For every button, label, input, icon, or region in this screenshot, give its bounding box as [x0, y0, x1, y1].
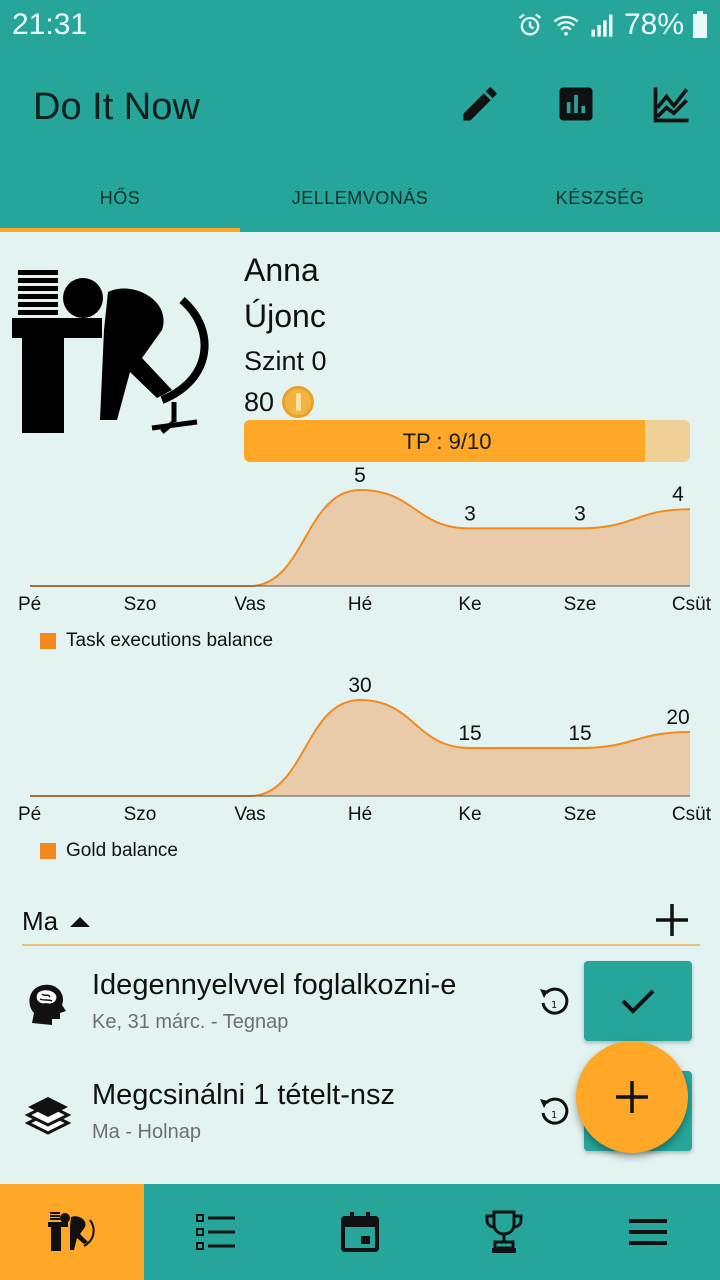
app-title: Do It Now [33, 86, 200, 128]
coin-icon [282, 386, 315, 418]
hero-avatar-icon [12, 270, 209, 434]
chart-legend: Task executions balance [40, 630, 273, 652]
series-area [30, 490, 690, 586]
nav-rewards[interactable] [432, 1184, 576, 1280]
battery-icon [693, 11, 707, 38]
status-icons: 78% [516, 8, 708, 42]
tab-skills[interactable]: KÉSZSÉG [555, 188, 645, 208]
task-item[interactable]: Idegennyelvvel foglalkozni-e Ke, 31 márc… [0, 961, 720, 1071]
hero-info: Anna Újonc Szint 0 80 [244, 248, 327, 422]
bottom-navigation [0, 1184, 720, 1280]
x-tick-label: Csüt [672, 804, 712, 825]
task-subtitle: Ke, 31 márc. - Tegnap [92, 1011, 289, 1033]
sort-up-icon [70, 916, 91, 927]
hero-name: Anna [244, 252, 319, 288]
x-tick-label: Vas [234, 804, 265, 825]
x-tick-label: Sze [564, 594, 597, 615]
today-label: Ma [22, 906, 59, 936]
repeat-icon[interactable]: 1 [536, 983, 572, 1019]
tp-progress-label: TP : 9/10 [402, 429, 492, 454]
x-tick-label: Szo [124, 804, 157, 825]
complete-task-button[interactable] [584, 961, 692, 1041]
data-label: 3 [464, 502, 476, 525]
battery-percent: 78% [623, 8, 684, 41]
hero-rank: Újonc [244, 298, 326, 334]
gold-amount: 80 [244, 387, 275, 417]
books-icon [24, 1097, 72, 1135]
x-tick-label: Szo [124, 594, 157, 615]
x-tick-label: Csüt [672, 594, 712, 615]
data-label: 20 [666, 706, 689, 729]
data-label: 15 [568, 722, 591, 745]
legend-swatch [40, 843, 56, 859]
nav-menu[interactable] [576, 1184, 720, 1280]
task-executions-chart-svg: 5 3 3 4 Pé Szo Vas Hé Ke Sze Csüt [18, 464, 712, 615]
x-tick-label: Ke [458, 804, 481, 825]
tp-progress-fill [244, 420, 646, 462]
add-icon[interactable] [652, 900, 692, 940]
tab-hero[interactable]: HŐS [0, 162, 240, 232]
chart-legend: Gold balance [40, 840, 178, 862]
tab-bar: HŐS JELLEMVONÁS KÉSZSÉG [0, 162, 720, 232]
task-executions-chart: 5 3 3 4 Pé Szo Vas Hé Ke Sze Csüt Task executions … [0, 460, 720, 660]
tab-traits[interactable]: JELLEMVONÁS [291, 188, 429, 208]
data-label: 30 [348, 674, 371, 697]
task-title: Idegennyelvvel foglalkozni-e [92, 969, 457, 1001]
tp-progress-bar: TP : 9/10 [244, 420, 690, 462]
today-sort-toggle[interactable]: Ma [22, 906, 91, 937]
alarm-icon [518, 13, 542, 36]
signal-icon [591, 14, 613, 37]
legend-label: Gold balance [66, 840, 178, 861]
repeat-icon[interactable]: 1 [536, 1093, 572, 1129]
calendar-icon [341, 1212, 379, 1252]
list-icon [196, 1214, 235, 1250]
hero-gold: 80 [244, 382, 327, 422]
x-tick-label: Pé [18, 594, 41, 615]
edit-icon[interactable] [458, 82, 502, 126]
app-bar: Do It Now [0, 52, 720, 162]
menu-icon [629, 1219, 667, 1245]
data-label: 5 [354, 464, 366, 487]
brain-head-icon [29, 984, 66, 1025]
gold-balance-chart-svg: 30 15 15 20 Pé Szo Vas Hé Ke Sze Csüt [18, 674, 712, 825]
x-tick-label: Ke [458, 594, 481, 615]
x-tick-label: Hé [348, 804, 372, 825]
x-tick-label: Sze [564, 804, 597, 825]
data-label: 4 [672, 483, 684, 506]
add-task-fab[interactable] [576, 1041, 688, 1153]
gold-balance-chart: 30 15 15 20 Pé Szo Vas Hé Ke Sze Csüt Gold balance [0, 670, 720, 870]
nav-hero[interactable] [0, 1184, 144, 1280]
status-time: 21:31 [12, 8, 88, 41]
legend-label: Task executions balance [66, 630, 274, 651]
nav-calendar[interactable] [288, 1184, 432, 1280]
plus-icon [616, 1081, 648, 1113]
hero-level: Szint 0 [244, 346, 327, 376]
today-header[interactable]: Ma [22, 900, 700, 946]
task-title: Megcsinálni 1 tételt-nsz [92, 1079, 396, 1111]
data-label: 3 [574, 502, 586, 525]
bar-chart-icon[interactable] [554, 82, 598, 126]
status-bar: 21:31 78% [0, 0, 720, 52]
nav-tasks[interactable] [144, 1184, 288, 1280]
task-subtitle: Ma - Holnap [92, 1121, 201, 1143]
legend-swatch [40, 633, 56, 649]
svg-text:1: 1 [551, 1110, 557, 1121]
svg-text:1: 1 [551, 1000, 557, 1011]
trophy-icon [485, 1210, 523, 1253]
x-tick-label: Pé [18, 804, 41, 825]
checkmark-icon [621, 989, 655, 1014]
series-area [30, 700, 690, 796]
data-label: 15 [458, 722, 481, 745]
hero-icon [48, 1212, 95, 1251]
x-tick-label: Vas [234, 594, 265, 615]
line-chart-icon[interactable] [650, 82, 694, 126]
wifi-icon [553, 15, 579, 36]
x-tick-label: Hé [348, 594, 372, 615]
